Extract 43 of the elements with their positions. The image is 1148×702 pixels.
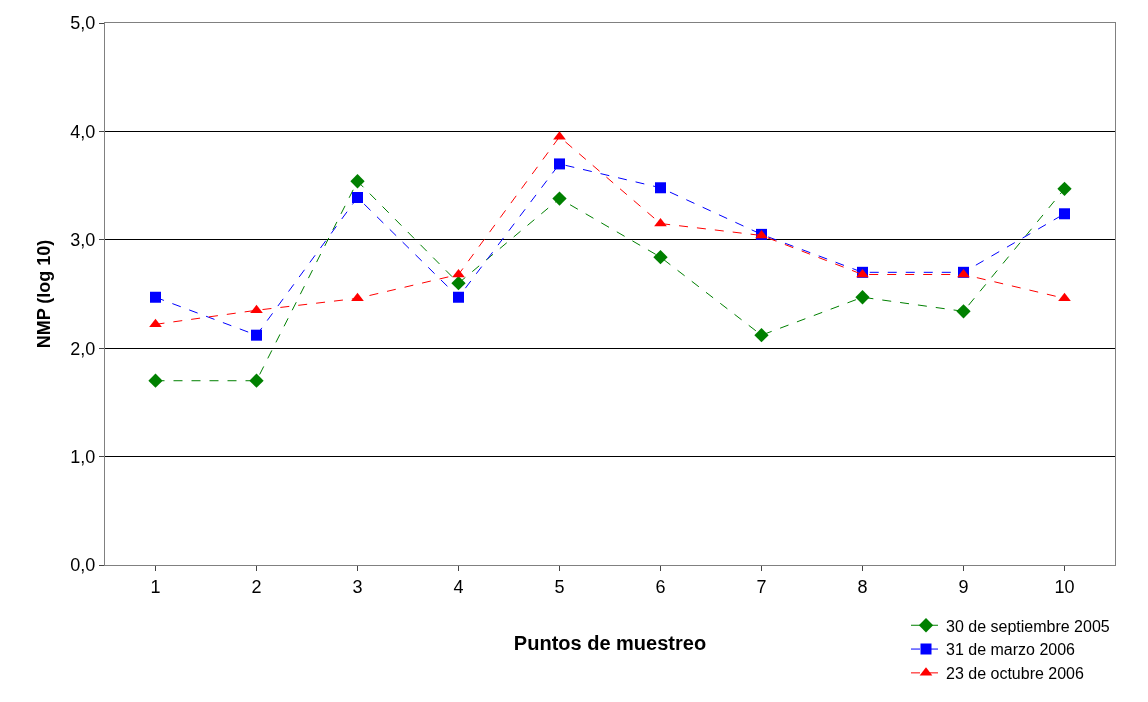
x-tick-label: 2 (251, 576, 262, 597)
point (655, 182, 666, 194)
x-axis-title: Puntos de muestreo (513, 632, 707, 655)
point (554, 158, 565, 170)
point (1059, 208, 1070, 220)
y-tick-label: 1,0 (70, 446, 96, 467)
y-tick-label: 5,0 (70, 13, 96, 34)
legend-label: 31 de marzo 2006 (946, 641, 1076, 659)
y-tick-label: 3,0 (70, 230, 96, 251)
point (452, 268, 465, 278)
y-tick-label: 0,0 (70, 555, 96, 576)
point (250, 304, 263, 314)
point (451, 276, 466, 291)
x-tick-label: 1 (150, 576, 161, 597)
point (351, 292, 364, 302)
x-tick-label: 6 (655, 576, 666, 597)
point (150, 291, 161, 303)
point (956, 304, 971, 319)
x-tick-label: 9 (958, 576, 969, 597)
point (653, 249, 668, 265)
x-tick-label: 3 (352, 576, 363, 597)
point (1057, 181, 1072, 196)
x-tick-label: 4 (453, 576, 464, 597)
x-tick-label: 5 (554, 576, 565, 597)
legend-label: 23 de octubre 2006 (946, 665, 1084, 683)
x-tick-label: 7 (756, 576, 767, 597)
point (453, 291, 464, 303)
y-axis-title: NMP (log 10) (33, 239, 54, 349)
y-tick-label: 4,0 (70, 121, 96, 142)
point (352, 192, 363, 204)
point (149, 318, 162, 328)
y-tick-label: 2,0 (70, 338, 96, 359)
point (350, 174, 365, 189)
point (552, 191, 567, 206)
x-tick-label: 8 (857, 576, 868, 597)
point (249, 373, 264, 388)
point (1058, 292, 1071, 302)
point (251, 329, 262, 341)
point (148, 373, 163, 388)
point (855, 290, 870, 305)
point (754, 328, 769, 343)
legend-label: 30 de septiembre 2005 (946, 617, 1110, 635)
x-tick-label: 10 (1054, 576, 1075, 597)
